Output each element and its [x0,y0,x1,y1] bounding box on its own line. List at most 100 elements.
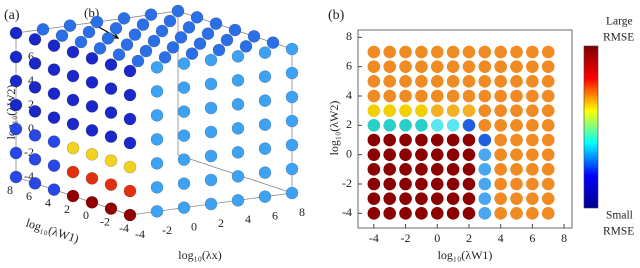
point [510,75,523,88]
point [510,192,523,205]
point [28,177,42,190]
point [415,60,428,73]
point [446,163,460,176]
point [462,148,476,161]
point [526,163,539,176]
point [494,192,507,205]
point [82,25,96,39]
point [220,33,234,47]
point [177,153,191,166]
point [285,138,299,152]
point [446,207,460,220]
colorbar-label: Large [606,16,633,28]
point [415,104,428,117]
x-tick-label: 4 [245,212,251,226]
point [367,119,381,132]
point [123,136,137,150]
point [494,207,507,220]
point [231,98,245,111]
point [430,133,444,147]
point [478,163,492,176]
x-axis-label: log₁₀(λW1) [438,248,493,262]
point [462,45,476,59]
point [510,163,523,176]
point [177,81,191,94]
point [383,104,397,117]
point [104,202,118,215]
point [66,189,80,203]
point [446,75,460,88]
point [367,192,381,205]
point [47,135,61,148]
point [541,163,555,176]
point [185,47,199,60]
point [28,105,42,118]
point [85,124,99,137]
point [204,101,218,115]
point [258,46,272,59]
x-axis-label: log₁₀(λx) [178,248,222,262]
point [9,170,23,184]
z-tick-label: -4 [24,169,34,183]
point [446,60,460,73]
point [446,148,460,161]
point [150,109,164,122]
point [383,119,397,132]
point [541,119,555,132]
y-tick-label: 4 [346,88,352,102]
point [526,45,539,59]
point [541,207,555,220]
point [478,148,492,161]
point [93,42,107,55]
point [399,133,412,147]
point [526,192,539,205]
point [9,122,23,136]
point [28,129,42,142]
point [430,192,444,205]
point [47,39,61,52]
point [9,74,23,88]
z-tick-label: 0 [28,121,34,135]
point [446,119,460,132]
x-tick-label: -2 [162,223,172,237]
point [541,104,555,117]
point [144,8,158,21]
point [150,181,164,194]
point [285,42,299,56]
point [462,119,476,132]
point [104,58,118,71]
point [131,54,145,68]
point [150,61,164,74]
point [430,75,444,88]
point [66,165,80,179]
point [541,89,555,103]
point [66,93,80,107]
colorbar-label: Small [606,210,633,222]
colorbar-label: RMSE [603,32,634,44]
point [399,60,412,73]
colorbar [583,45,599,209]
point [526,207,539,220]
point [383,192,397,205]
point [367,45,381,59]
point [155,24,169,38]
x-tick-label: 8 [299,205,305,219]
point [383,133,397,147]
point [415,207,428,220]
point [123,112,137,126]
point [478,89,492,103]
point [171,4,185,18]
point [510,119,523,132]
point [526,119,539,132]
point [239,40,253,53]
point [28,33,42,46]
point [510,177,523,191]
point [104,178,118,191]
point [104,130,118,143]
point [383,60,397,73]
point [104,82,118,95]
point [266,36,280,49]
point [190,11,204,24]
point [415,148,428,161]
point [112,48,126,61]
